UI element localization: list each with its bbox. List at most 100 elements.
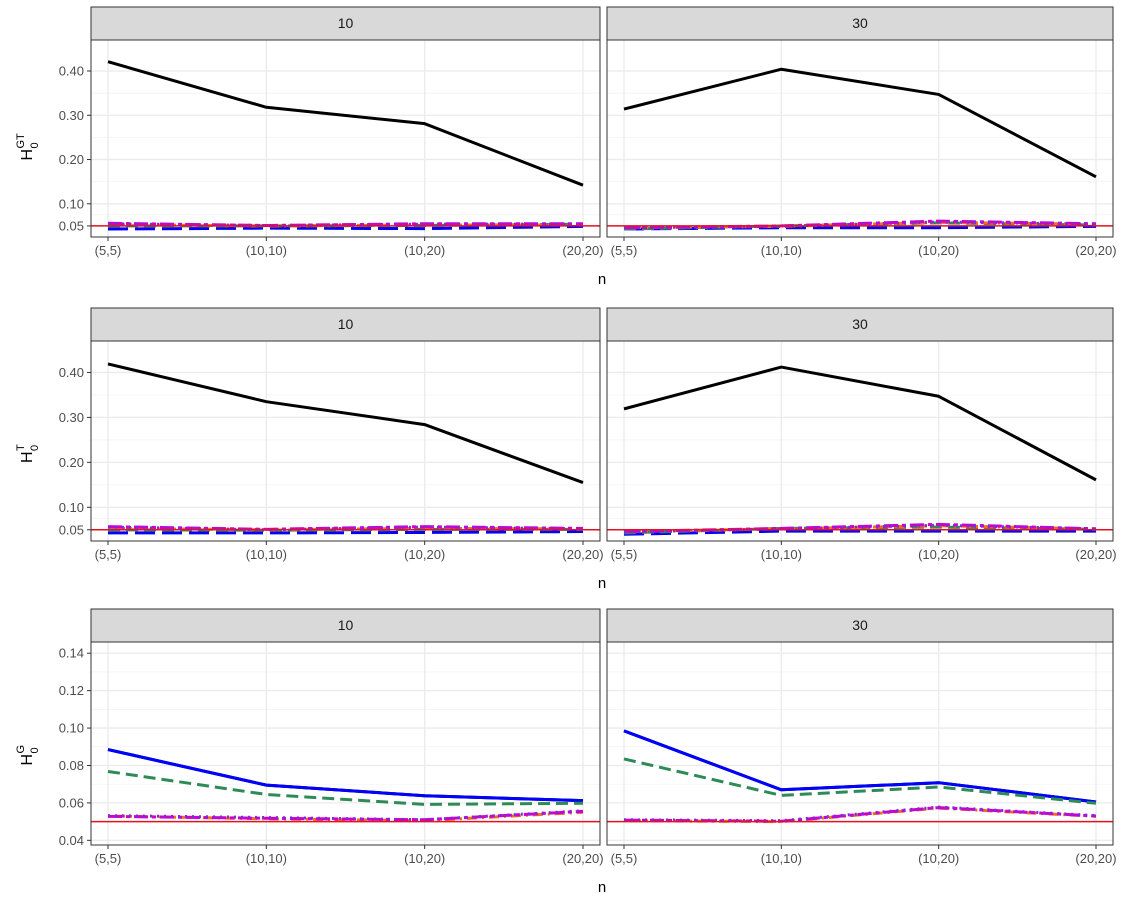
x-tick-label: (10,10) xyxy=(246,547,287,562)
series-line xyxy=(623,529,1096,536)
series-line xyxy=(107,60,584,187)
x-tick-label: (20,20) xyxy=(1075,851,1116,866)
facet-panel-0-0: 10 (5,5) (10,10) (10,20) (20,20) 0.05 0.10 0.20… xyxy=(59,6,604,258)
x-tick-label: (10,20) xyxy=(918,243,959,258)
x-tick-label: (10,20) xyxy=(918,547,959,562)
series-line xyxy=(107,362,584,484)
x-tick-label: (10,20) xyxy=(404,851,445,866)
facet-strip xyxy=(606,307,1114,342)
facet-panel-1-1: 30 (5,5) (10,10) (10,20) (20,20) xyxy=(606,307,1117,562)
panel-border xyxy=(606,641,1114,846)
x-tick-label: (5,5) xyxy=(611,547,638,562)
x-tick-label: (10,20) xyxy=(404,243,445,258)
y-tick-label: 0.12 xyxy=(59,683,84,698)
x-tick-label: (10,10) xyxy=(246,851,287,866)
y-tick-label: 0.10 xyxy=(59,721,84,736)
facet-strip xyxy=(606,6,1114,41)
x-tick-label: (5,5) xyxy=(611,243,638,258)
y-tick-label: 0.40 xyxy=(59,63,84,78)
y-tick-label: 0.40 xyxy=(59,365,84,380)
y-tick-label: 0.06 xyxy=(59,795,84,810)
y-tick-label: 0.20 xyxy=(59,152,84,167)
x-tick-label: (20,20) xyxy=(562,547,603,562)
panel-border xyxy=(90,340,601,542)
facet-strip-label: 30 xyxy=(852,316,868,332)
x-axis-title: n xyxy=(598,879,606,896)
x-tick-label: (10,10) xyxy=(761,243,802,258)
x-tick-label: (20,20) xyxy=(562,243,603,258)
x-tick-label: (5,5) xyxy=(95,851,122,866)
series-line xyxy=(623,365,1097,482)
panel-background xyxy=(607,40,1113,237)
x-tick-label: (20,20) xyxy=(1075,243,1116,258)
series-line xyxy=(107,809,584,822)
series-line xyxy=(623,757,1097,805)
x-tick-label: (20,20) xyxy=(562,851,603,866)
facet-strip-label: 10 xyxy=(338,316,354,332)
y-tick-label: 0.14 xyxy=(59,646,84,661)
facet-panel-1-0: 10 (5,5) (10,10) (10,20) (20,20) 0.05 0.10 0.20… xyxy=(59,307,604,562)
panel-border xyxy=(606,340,1114,542)
y-tick-label: 0.10 xyxy=(59,196,84,211)
series-line xyxy=(107,769,584,806)
y-tick-label: 0.30 xyxy=(59,108,84,123)
facet-strip xyxy=(90,6,601,41)
series-line xyxy=(623,224,1097,231)
series-line xyxy=(623,729,1097,804)
facet-strip xyxy=(606,608,1114,643)
y-axis-title-subscript: 0 xyxy=(29,142,41,148)
series-line xyxy=(108,530,584,535)
y-axis-title-subscript: 0 xyxy=(29,445,41,451)
y-tick-label: 0.10 xyxy=(59,500,84,515)
series-line xyxy=(107,525,584,531)
x-tick-label: (10,10) xyxy=(761,547,802,562)
facet-strip-label: 10 xyxy=(338,15,354,31)
x-tick-label: (10,20) xyxy=(404,547,445,562)
x-tick-label: (10,20) xyxy=(918,851,959,866)
y-axis-title-subscript: 0 xyxy=(29,747,41,753)
panel-background xyxy=(607,642,1113,845)
panel-background xyxy=(91,642,600,845)
series-line xyxy=(107,748,584,803)
panel-background xyxy=(91,40,600,237)
facet-strip-label: 10 xyxy=(338,617,354,633)
panel-background xyxy=(91,341,600,541)
y-axis-title: H0G xyxy=(15,745,41,766)
y-axis-title-main: H xyxy=(19,451,36,463)
facet-strip-label: 30 xyxy=(852,617,868,633)
series-line xyxy=(107,221,583,227)
y-tick-label: 0.20 xyxy=(59,455,84,470)
y-axis-title-superscript: G xyxy=(15,745,27,754)
y-axis-title: H0T xyxy=(15,444,41,463)
x-axis-title: n xyxy=(598,271,606,288)
series-line xyxy=(623,67,1097,179)
x-tick-label: (5,5) xyxy=(611,851,638,866)
y-tick-label: 0.05 xyxy=(59,522,84,537)
panel-border xyxy=(606,39,1114,238)
series-line xyxy=(623,805,1097,823)
panel-border xyxy=(90,39,601,238)
y-tick-label: 0.08 xyxy=(59,758,84,773)
series-line xyxy=(107,224,584,231)
x-tick-label: (5,5) xyxy=(95,243,122,258)
facet-panel-2-0: 10 (5,5) (10,10) (10,20) (20,20) 0.04 0.06 0.08… xyxy=(59,608,604,866)
y-tick-label: 0.30 xyxy=(59,410,84,425)
x-tick-label: (5,5) xyxy=(95,547,122,562)
y-axis-title-main: H xyxy=(19,149,36,161)
facet-panel-2-1: 30 (5,5) (10,10) (10,20) (20,20) xyxy=(606,608,1117,866)
facet-panel-0-1: 30 (5,5) (10,10) (10,20) (20,20) xyxy=(606,6,1117,258)
y-axis-title-superscript: T xyxy=(15,444,27,451)
series-line xyxy=(623,220,1097,230)
x-axis-title: n xyxy=(598,575,606,592)
x-tick-label: (10,10) xyxy=(246,243,287,258)
panel-border xyxy=(90,641,601,846)
y-tick-label: 0.05 xyxy=(59,218,84,233)
y-axis-title-superscript: GT xyxy=(15,133,27,149)
panel-background xyxy=(607,341,1113,541)
facet-strip-label: 30 xyxy=(852,15,868,31)
x-tick-label: (10,10) xyxy=(761,851,802,866)
facet-strip xyxy=(90,608,601,643)
y-axis-title-main: H xyxy=(19,754,36,766)
